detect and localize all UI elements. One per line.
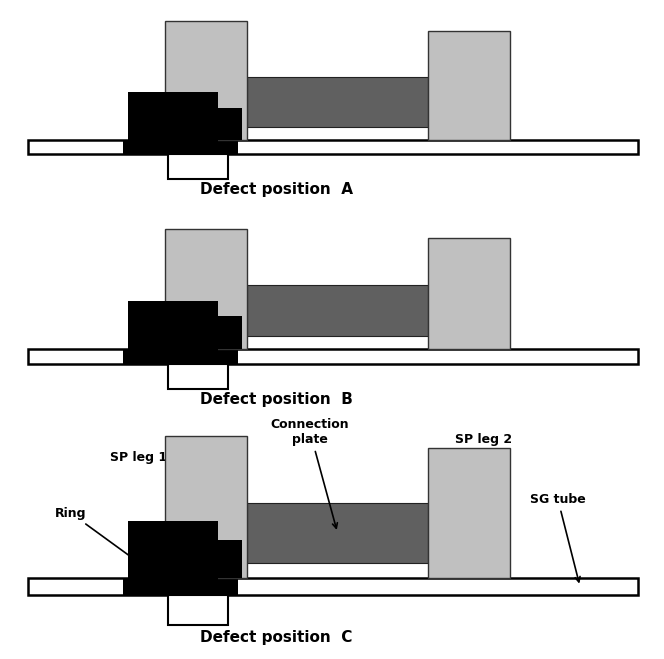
Bar [123, 140, 238, 154]
Bar [168, 595, 228, 625]
Bar [128, 301, 218, 364]
Bar [128, 92, 218, 154]
Bar [428, 239, 510, 349]
Bar [123, 349, 238, 364]
Text: Defect position  B: Defect position B [200, 392, 353, 407]
Bar [165, 229, 247, 349]
Bar [200, 316, 242, 349]
Bar [247, 285, 428, 336]
Bar [123, 577, 238, 595]
Text: Ring: Ring [55, 507, 139, 563]
Bar [168, 154, 228, 179]
Bar [28, 577, 638, 595]
Bar [28, 140, 638, 154]
Text: Connection
plate: Connection plate [271, 418, 349, 529]
Bar [168, 364, 228, 389]
Bar [128, 521, 218, 595]
Bar [165, 436, 247, 577]
Text: Defect position  C: Defect position C [200, 630, 353, 645]
Bar [247, 503, 428, 563]
Bar [200, 108, 242, 140]
Text: Defect position  A: Defect position A [200, 182, 353, 197]
Bar [200, 540, 242, 577]
Bar [428, 447, 510, 577]
Text: SP leg 1: SP leg 1 [110, 449, 195, 465]
Bar [28, 349, 638, 364]
Bar [247, 77, 428, 127]
Bar [428, 31, 510, 140]
Bar [165, 22, 247, 140]
Text: SP leg 2: SP leg 2 [455, 433, 512, 459]
Text: SG tube: SG tube [530, 493, 586, 582]
